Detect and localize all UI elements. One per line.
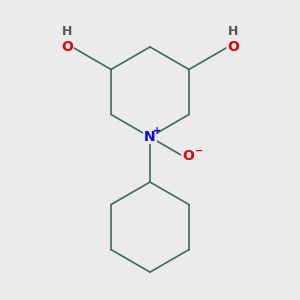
Text: H: H [228, 25, 238, 38]
FancyBboxPatch shape [227, 25, 239, 38]
FancyBboxPatch shape [181, 150, 202, 163]
Text: O: O [61, 40, 73, 54]
Text: +: + [153, 126, 161, 136]
Text: O: O [227, 40, 239, 54]
Text: −: − [195, 146, 203, 156]
Text: O: O [182, 149, 194, 163]
FancyBboxPatch shape [60, 40, 74, 54]
FancyBboxPatch shape [143, 130, 157, 144]
Text: N: N [144, 130, 156, 144]
Text: H: H [62, 25, 72, 38]
FancyBboxPatch shape [226, 40, 240, 54]
FancyBboxPatch shape [61, 25, 73, 38]
